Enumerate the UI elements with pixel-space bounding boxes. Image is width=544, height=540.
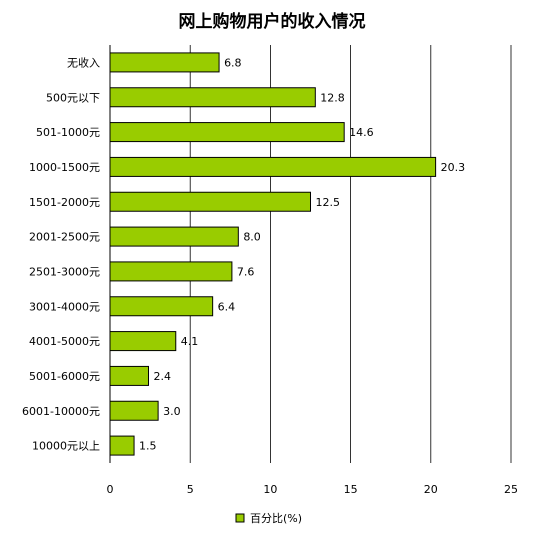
bar: [109, 400, 159, 421]
bar: [109, 156, 437, 177]
data-label: 12.5: [316, 196, 341, 209]
category-label: 500元以下: [46, 91, 100, 104]
x-tick-label: 10: [263, 483, 277, 496]
category-label: 10000元以上: [32, 440, 100, 453]
data-label: 6.4: [218, 300, 236, 313]
bar: [109, 226, 239, 247]
category-label: 3001-4000元: [29, 300, 100, 313]
data-label: 4.1: [181, 335, 199, 348]
bar: [109, 87, 316, 108]
category-label: 无收入: [67, 55, 100, 69]
bar: [109, 52, 220, 73]
category-label: 4001-5000元: [29, 335, 100, 348]
gridlines: [109, 45, 512, 463]
data-label: 12.8: [320, 91, 345, 104]
x-tick-label: 5: [187, 483, 194, 496]
bar: [109, 191, 311, 212]
data-label: 20.3: [441, 161, 466, 174]
bar: [109, 365, 149, 386]
category-label: 1000-1500元: [29, 161, 100, 174]
chart-title: 网上购物用户的收入情况: [179, 11, 366, 32]
legend-label: 百分比(%): [250, 512, 302, 525]
data-label: 3.0: [163, 405, 181, 418]
category-label: 2501-3000元: [29, 265, 100, 278]
data-label: 6.8: [224, 56, 242, 69]
bar: [109, 122, 345, 143]
bar: [109, 296, 214, 317]
data-label: 2.4: [153, 370, 171, 383]
x-axis-ticks: 0 5 10 15 20 25: [107, 483, 519, 496]
category-label: 1501-2000元: [29, 196, 100, 209]
data-label: 1.5: [139, 440, 157, 453]
legend: 百分比(%): [235, 512, 302, 525]
x-tick-label: 0: [107, 483, 114, 496]
x-tick-label: 20: [424, 483, 438, 496]
data-label: 8.0: [243, 231, 261, 244]
data-labels: 6.8 12.8 14.6 20.3 12.5 8.0 7.6 6.4 4.1 2.4 3.0 1.5: [139, 56, 465, 452]
data-label: 7.6: [237, 265, 255, 278]
bar: [109, 261, 233, 282]
category-label: 501-1000元: [36, 126, 100, 139]
bar: [109, 331, 177, 352]
bar-series: [109, 52, 437, 456]
data-label: 14.6: [349, 126, 374, 139]
category-label: 5001-6000元: [29, 370, 100, 383]
legend-swatch: [235, 513, 245, 523]
category-label: 6001-10000元: [22, 405, 100, 418]
x-tick-label: 25: [504, 483, 518, 496]
bar: [109, 435, 135, 456]
x-tick-label: 15: [344, 483, 358, 496]
category-labels: 无收入 500元以下 501-1000元 1000-1500元 1501-2000元 20…: [22, 55, 100, 452]
category-label: 2001-2500元: [29, 231, 100, 244]
